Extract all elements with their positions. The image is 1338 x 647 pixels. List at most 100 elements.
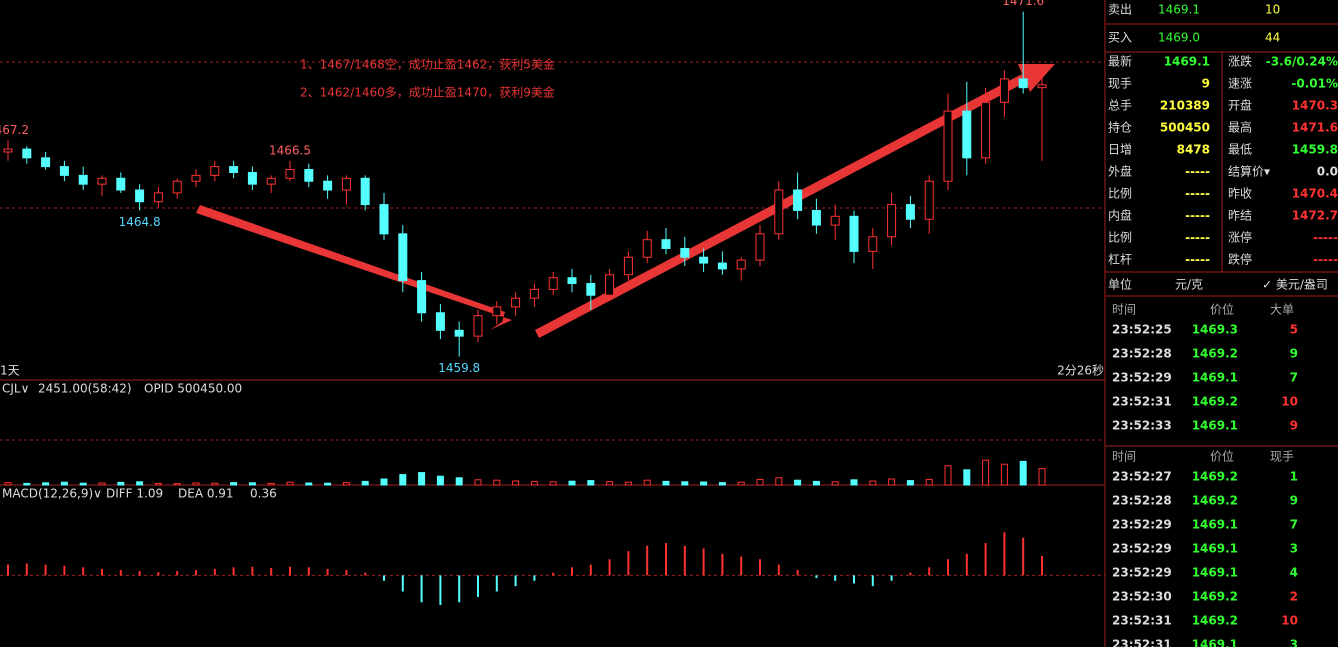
candle-body bbox=[1018, 78, 1028, 89]
volume-bar bbox=[474, 479, 482, 486]
candle-body bbox=[699, 256, 709, 264]
candle-body bbox=[78, 174, 88, 185]
candle-body bbox=[642, 239, 652, 258]
candle-body bbox=[266, 177, 276, 185]
volume-bar bbox=[831, 481, 839, 486]
quote-label: 买入 bbox=[1108, 31, 1132, 45]
volume-bar bbox=[23, 482, 31, 486]
quote-value: ----- bbox=[1185, 209, 1210, 223]
quote-field: 速涨 bbox=[1228, 76, 1252, 91]
trade-time: 23:52:27 bbox=[1112, 470, 1172, 484]
trade-price: 1469.1 bbox=[1192, 542, 1238, 556]
trade-size: 10 bbox=[1281, 395, 1298, 409]
quote-field: 外盘 bbox=[1108, 164, 1132, 179]
candle-body bbox=[586, 283, 596, 296]
volume-bar bbox=[643, 479, 651, 486]
table-header: 价位 bbox=[1210, 302, 1234, 317]
volume-bar bbox=[399, 474, 407, 486]
unit-option[interactable]: 元/克 bbox=[1175, 278, 1203, 292]
unit-option[interactable]: ✓ 美元/盎司 bbox=[1262, 278, 1328, 292]
trade-price: 1469.2 bbox=[1192, 494, 1238, 508]
candle-body bbox=[962, 110, 972, 159]
volume-bar bbox=[794, 479, 802, 486]
volume-bar bbox=[267, 482, 275, 486]
volume-bar bbox=[737, 481, 745, 486]
candle-body bbox=[774, 189, 784, 235]
volume-header: CJL∨ bbox=[2, 382, 29, 396]
candle-body bbox=[191, 174, 201, 182]
candle-body bbox=[210, 166, 220, 176]
volume-bar bbox=[248, 482, 256, 486]
candle-body bbox=[793, 189, 803, 211]
candle-body bbox=[999, 78, 1009, 103]
volume-bar bbox=[60, 481, 68, 486]
volume-bar bbox=[79, 482, 87, 486]
trade-time: 23:52:29 bbox=[1112, 371, 1172, 385]
quote-value: ----- bbox=[1185, 187, 1210, 201]
volume-bar bbox=[1000, 463, 1008, 486]
price-label: 1464.8 bbox=[119, 215, 161, 229]
candle-body bbox=[97, 177, 107, 185]
trade-size: 4 bbox=[1290, 566, 1298, 580]
candle-body bbox=[341, 177, 351, 191]
volume-bar bbox=[756, 478, 764, 486]
quote-field: 内盘 bbox=[1108, 208, 1132, 223]
candle-body bbox=[605, 274, 615, 296]
volume-bar bbox=[812, 480, 820, 486]
trade-price: 1469.2 bbox=[1192, 395, 1238, 409]
volume-bar bbox=[361, 480, 369, 486]
quote-field: 现手 bbox=[1108, 77, 1132, 91]
quote-field: 杠杆 bbox=[1108, 252, 1132, 267]
trade-size: 10 bbox=[1281, 614, 1298, 628]
quote-value: ----- bbox=[1185, 253, 1210, 267]
quote-value: -3.6/0.24% bbox=[1266, 55, 1338, 69]
volume-bar bbox=[455, 477, 463, 486]
candle-body bbox=[59, 166, 69, 176]
volume-bar bbox=[1019, 460, 1027, 486]
volume-bar bbox=[380, 478, 388, 486]
quote-label: 卖出 bbox=[1108, 3, 1132, 17]
volume-bar bbox=[944, 465, 952, 486]
quote-value: 1469.1 bbox=[1164, 55, 1210, 69]
quote-value: 1471.6 bbox=[1292, 121, 1338, 135]
volume-bar bbox=[98, 482, 106, 486]
volume-bar bbox=[587, 480, 595, 486]
candle-body bbox=[755, 233, 765, 261]
trade-size: 9 bbox=[1290, 347, 1298, 361]
volume-bar bbox=[906, 480, 914, 486]
candle-body bbox=[492, 306, 502, 317]
volume-bar bbox=[982, 459, 990, 486]
table-header: 时间 bbox=[1112, 303, 1136, 317]
trade-price: 1469.1 bbox=[1192, 566, 1238, 580]
quote-field: 比例 bbox=[1108, 231, 1132, 245]
volume-bar bbox=[850, 479, 858, 486]
volume-bar bbox=[662, 480, 670, 486]
candle-body bbox=[229, 166, 239, 173]
candle-body bbox=[623, 256, 633, 276]
candle-body bbox=[924, 180, 934, 220]
trade-time: 23:52:29 bbox=[1112, 518, 1172, 532]
candle-body bbox=[717, 262, 727, 270]
trade-time: 23:52:29 bbox=[1112, 542, 1172, 556]
candle-body bbox=[473, 315, 483, 337]
candle-body bbox=[135, 189, 145, 203]
volume-bar bbox=[117, 481, 125, 486]
candle-body bbox=[529, 288, 539, 299]
period-label: 1天 bbox=[0, 364, 20, 378]
quote-value: 8478 bbox=[1177, 143, 1210, 157]
trade-price: 1469.1 bbox=[1192, 419, 1238, 433]
candle-body bbox=[868, 236, 878, 252]
quote-field: 持仓 bbox=[1108, 120, 1132, 135]
trade-size: 7 bbox=[1290, 518, 1298, 532]
quote-field: 跌停 bbox=[1228, 252, 1252, 267]
trade-price: 1469.1 bbox=[1192, 518, 1238, 532]
volume-bar bbox=[624, 481, 632, 486]
volume-bar bbox=[530, 480, 538, 486]
price-label: 1466.5 bbox=[269, 143, 311, 157]
candle-body bbox=[830, 215, 840, 226]
candle-body bbox=[943, 110, 953, 182]
quote-value: ----- bbox=[1185, 231, 1210, 245]
quote-field: 比例 bbox=[1108, 187, 1132, 201]
trade-size: 1 bbox=[1290, 470, 1298, 484]
